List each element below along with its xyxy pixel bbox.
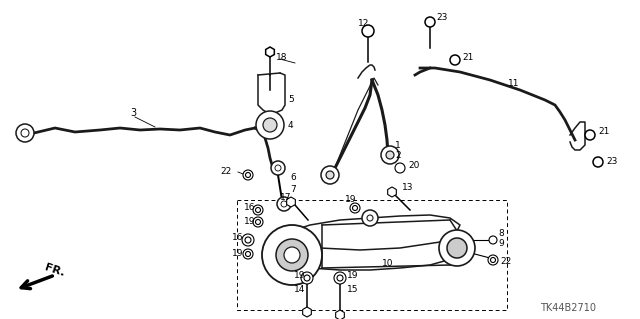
Text: 22: 22 [220,167,231,176]
Circle shape [304,275,310,281]
Text: 2: 2 [395,151,401,160]
Text: 20: 20 [408,160,419,169]
Circle shape [490,257,495,263]
Text: 22: 22 [500,257,511,266]
Text: 15: 15 [347,286,358,294]
Circle shape [395,163,405,173]
Circle shape [262,225,322,285]
Circle shape [353,205,358,211]
Text: 17: 17 [280,194,291,203]
Circle shape [593,157,603,167]
Circle shape [246,251,250,256]
Circle shape [439,230,475,266]
Text: 19: 19 [232,249,243,258]
Text: 23: 23 [436,13,447,23]
Text: 19: 19 [345,196,356,204]
Circle shape [276,239,308,271]
Circle shape [255,207,260,212]
Text: 23: 23 [606,158,618,167]
Circle shape [256,111,284,139]
Text: 7: 7 [290,186,296,195]
Circle shape [277,197,291,211]
Circle shape [253,205,263,215]
Circle shape [334,272,346,284]
Circle shape [263,118,277,132]
Circle shape [350,203,360,213]
Polygon shape [335,310,344,319]
Circle shape [255,219,260,225]
Text: 10: 10 [382,258,394,268]
Circle shape [246,173,250,177]
Circle shape [381,146,399,164]
Text: 18: 18 [276,53,287,62]
Text: 4: 4 [288,121,294,130]
Text: 21: 21 [598,128,609,137]
Circle shape [275,165,281,171]
Circle shape [386,151,394,159]
Circle shape [243,249,253,259]
Text: 16: 16 [244,204,255,212]
Text: 19: 19 [244,218,255,226]
Polygon shape [287,197,295,207]
Text: TK44B2710: TK44B2710 [540,303,596,313]
Polygon shape [303,307,311,317]
Text: 6: 6 [290,174,296,182]
Circle shape [284,247,300,263]
Text: FR.: FR. [43,262,65,278]
Polygon shape [388,187,396,197]
Circle shape [253,217,263,227]
Circle shape [367,215,373,221]
Circle shape [281,201,287,207]
Circle shape [447,238,467,258]
Text: 13: 13 [402,183,413,192]
Bar [237,200,507,310]
Circle shape [425,17,435,27]
Circle shape [242,234,254,246]
Circle shape [16,124,34,142]
Text: 19: 19 [294,271,305,279]
Text: 9: 9 [498,240,504,249]
Circle shape [245,237,251,243]
Circle shape [585,130,595,140]
Text: 21: 21 [462,53,474,62]
Polygon shape [266,47,275,57]
Circle shape [489,236,497,244]
Text: 3: 3 [130,108,136,118]
Text: 1: 1 [395,140,401,150]
Circle shape [450,55,460,65]
Text: 8: 8 [498,229,504,239]
Text: 19: 19 [347,271,358,279]
Circle shape [362,210,378,226]
Circle shape [362,25,374,37]
Circle shape [271,161,285,175]
Circle shape [243,170,253,180]
Circle shape [301,272,313,284]
Text: 14: 14 [294,286,305,294]
Text: 5: 5 [288,95,294,105]
Text: 12: 12 [358,19,369,28]
Circle shape [21,129,29,137]
Circle shape [337,275,343,281]
Circle shape [321,166,339,184]
Text: 16: 16 [232,234,243,242]
Text: 11: 11 [508,78,520,87]
Circle shape [326,171,334,179]
Circle shape [488,255,498,265]
